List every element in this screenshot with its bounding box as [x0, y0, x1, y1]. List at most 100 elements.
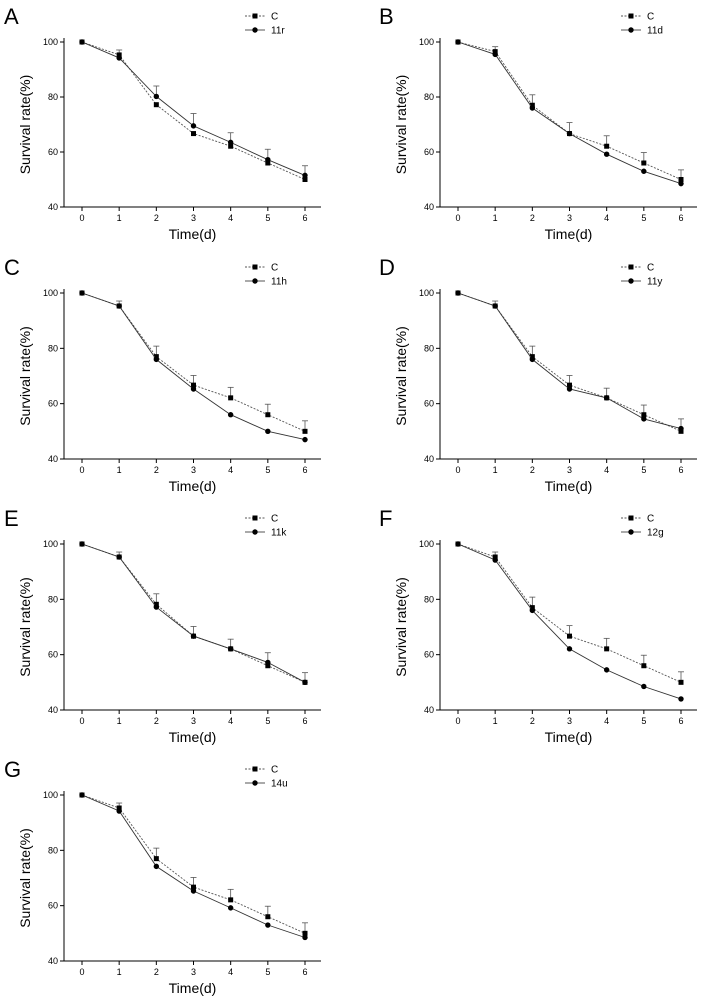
- data-point-square: [228, 395, 233, 400]
- data-point-circle: [116, 303, 121, 308]
- series-line-treatment: [82, 293, 305, 440]
- y-tick-label: 80: [424, 92, 434, 102]
- series-line-control: [82, 544, 305, 682]
- data-point-circle: [302, 935, 307, 940]
- data-point-circle: [191, 386, 196, 391]
- legend-label: 11h: [271, 277, 287, 288]
- y-tick-label: 80: [48, 845, 58, 855]
- data-point-circle: [455, 290, 460, 295]
- data-point-circle: [191, 888, 196, 893]
- legend-label: C: [647, 514, 654, 525]
- y-axis-title: Survival rate(%): [393, 75, 409, 175]
- data-point-circle: [530, 105, 535, 110]
- legend-marker-circle: [628, 529, 633, 534]
- y-tick-label: 60: [48, 147, 58, 157]
- legend-label: C: [271, 514, 278, 525]
- data-point-circle: [604, 152, 609, 157]
- data-point-circle: [455, 39, 460, 44]
- y-tick-label: 40: [424, 454, 434, 464]
- data-point-circle: [228, 412, 233, 417]
- y-tick-label: 40: [48, 705, 58, 715]
- chart-panel-b: B4060801000123456Time(d)Survival rate(%)…: [379, 4, 697, 242]
- x-tick-label: 6: [302, 465, 307, 475]
- data-point-circle: [604, 667, 609, 672]
- data-point-circle: [228, 646, 233, 651]
- series-line-control: [458, 293, 681, 431]
- legend-marker-square: [253, 265, 258, 270]
- data-point-circle: [530, 608, 535, 613]
- panel-letter: C: [4, 255, 20, 280]
- data-point-square: [641, 161, 646, 166]
- y-tick-label: 80: [48, 343, 58, 353]
- x-tick-label: 2: [530, 213, 535, 223]
- data-point-circle: [265, 660, 270, 665]
- x-tick-label: 3: [191, 465, 196, 475]
- data-point-square: [567, 634, 572, 639]
- legend-label: 11d: [647, 26, 663, 37]
- x-tick-label: 2: [154, 716, 159, 726]
- data-point-circle: [492, 303, 497, 308]
- legend-marker-circle: [628, 278, 633, 283]
- legend-marker-square: [253, 516, 258, 521]
- y-tick-label: 100: [419, 37, 434, 47]
- x-tick-label: 4: [228, 967, 233, 977]
- chart-panel-f: F4060801000123456Time(d)Survival rate(%)…: [379, 506, 697, 745]
- legend-marker-square: [253, 767, 258, 772]
- y-tick-label: 100: [419, 539, 434, 549]
- series-line-control: [82, 795, 305, 933]
- data-point-circle: [567, 646, 572, 651]
- x-tick-label: 0: [455, 716, 460, 726]
- x-tick-label: 6: [302, 716, 307, 726]
- data-point-circle: [567, 386, 572, 391]
- x-axis-title: Time(d): [169, 478, 217, 494]
- legend-marker-square: [629, 265, 634, 270]
- x-axis-title: Time(d): [169, 729, 217, 745]
- data-point-square: [154, 856, 159, 861]
- y-axis-title: Survival rate(%): [17, 577, 33, 677]
- x-tick-label: 4: [228, 716, 233, 726]
- data-point-circle: [79, 290, 84, 295]
- data-point-circle: [154, 357, 159, 362]
- x-tick-label: 4: [228, 213, 233, 223]
- x-axis-title: Time(d): [545, 478, 593, 494]
- panel-letter: D: [379, 255, 395, 280]
- x-tick-label: 4: [604, 465, 609, 475]
- y-axis-title: Survival rate(%): [393, 577, 409, 677]
- data-point-circle: [678, 426, 683, 431]
- x-tick-label: 6: [678, 716, 683, 726]
- legend-marker-circle: [628, 27, 633, 32]
- series-line-control: [458, 42, 681, 180]
- data-point-circle: [567, 131, 572, 136]
- x-tick-label: 4: [604, 213, 609, 223]
- data-point-circle: [154, 604, 159, 609]
- y-tick-label: 40: [424, 705, 434, 715]
- data-point-circle: [79, 792, 84, 797]
- y-tick-label: 100: [43, 790, 58, 800]
- y-tick-label: 60: [424, 399, 434, 409]
- data-point-circle: [154, 864, 159, 869]
- x-tick-label: 5: [641, 213, 646, 223]
- legend-marker-square: [629, 14, 634, 19]
- series-line-treatment: [458, 293, 681, 429]
- series-line-control: [82, 42, 305, 180]
- data-point-square: [228, 897, 233, 902]
- data-point-circle: [154, 94, 159, 99]
- x-tick-label: 6: [302, 967, 307, 977]
- y-axis-title: Survival rate(%): [17, 326, 33, 426]
- legend-label: 11k: [271, 528, 287, 539]
- x-tick-label: 6: [678, 465, 683, 475]
- chart-panel-d: D4060801000123456Time(d)Survival rate(%)…: [379, 255, 697, 494]
- data-point-circle: [641, 684, 646, 689]
- y-tick-label: 40: [48, 956, 58, 966]
- legend-marker-square: [253, 14, 258, 19]
- data-point-circle: [302, 173, 307, 178]
- legend-marker-square: [629, 516, 634, 521]
- x-tick-label: 5: [265, 213, 270, 223]
- legend-label: C: [647, 263, 654, 274]
- legend-label: 14u: [271, 779, 288, 790]
- series-line-treatment: [458, 544, 681, 699]
- x-tick-label: 6: [678, 213, 683, 223]
- data-point-circle: [302, 680, 307, 685]
- data-point-circle: [79, 541, 84, 546]
- x-axis-title: Time(d): [545, 729, 593, 745]
